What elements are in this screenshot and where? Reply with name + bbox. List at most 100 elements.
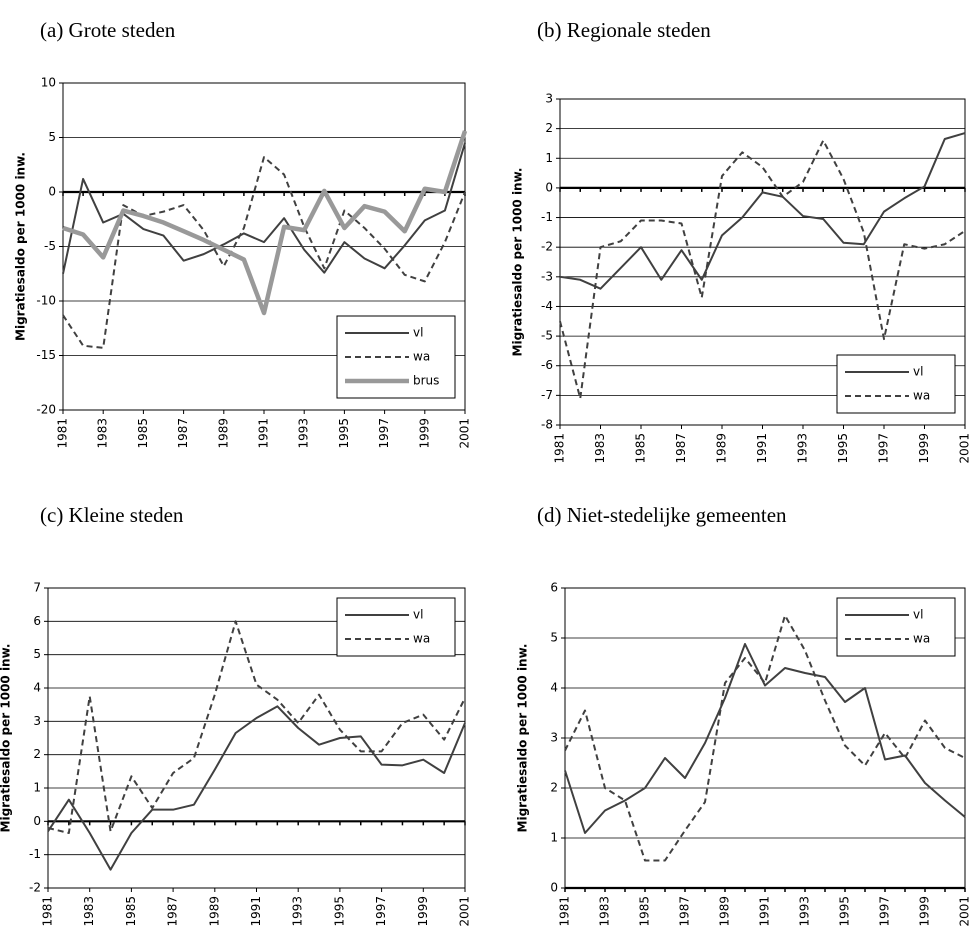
y-axis-label: Migratiesaldo per 1000 inw. [511, 168, 525, 357]
y-tick-label: -10 [36, 294, 56, 308]
x-tick-label: 1987 [176, 418, 190, 449]
x-tick-label: 1981 [41, 896, 55, 927]
legend-box [836, 597, 956, 657]
x-tick-label: 1981 [558, 896, 572, 927]
y-tick-label: 6 [33, 614, 41, 628]
y-tick-label: -8 [541, 418, 553, 432]
y-tick-label: 6 [550, 581, 558, 595]
y-tick-label: 4 [33, 681, 41, 695]
x-tick-label: 1987 [166, 896, 180, 927]
y-tick-label: 5 [33, 647, 41, 661]
series-line [62, 156, 466, 349]
y-tick-label: 2 [550, 781, 558, 795]
legend-label: brus [413, 374, 439, 388]
y-tick-label: -2 [541, 240, 553, 254]
legend-label: wa [913, 632, 930, 646]
y-tick-label: 4 [550, 681, 558, 695]
y-tick-label: -4 [541, 299, 553, 313]
panel-title: (c) Kleine steden [40, 503, 184, 527]
x-tick-label: 1983 [593, 433, 607, 464]
legend-label: vl [913, 365, 923, 379]
x-tick-label: 1995 [838, 896, 852, 927]
legend-label: vl [413, 608, 423, 622]
y-tick-label: 1 [33, 781, 41, 795]
y-tick-label: -7 [541, 388, 553, 402]
y-tick-label: -5 [44, 239, 56, 253]
panel-title: (d) Niet-stedelijke gemeenten [537, 503, 787, 527]
series-line [559, 132, 966, 290]
y-tick-label: 1 [550, 831, 558, 845]
series-line [47, 620, 466, 834]
x-tick-label: 1993 [297, 418, 311, 449]
y-axis-label: Migratiesaldo per 1000 inw. [14, 152, 28, 341]
x-tick-label: 1985 [124, 896, 138, 927]
y-tick-label: 0 [48, 185, 56, 199]
x-tick-label: 1993 [796, 433, 810, 464]
y-tick-label: -15 [36, 348, 56, 362]
series-line [47, 705, 466, 871]
x-tick-label: 1999 [416, 896, 430, 927]
y-tick-label: 3 [545, 92, 553, 106]
y-tick-label: -3 [541, 269, 553, 283]
y-tick-label: 7 [33, 581, 41, 595]
legend-label: wa [413, 632, 430, 646]
x-tick-label: 1999 [417, 418, 431, 449]
x-tick-label: 1991 [257, 418, 271, 449]
x-tick-label: 1995 [332, 896, 346, 927]
x-tick-label: 1997 [878, 896, 892, 927]
series-line [559, 139, 966, 400]
y-axis-label: Migratiesaldo per 1000 inw. [516, 644, 530, 833]
series-line [62, 142, 466, 274]
y-tick-label: 0 [550, 881, 558, 895]
y-tick-label: 5 [550, 631, 558, 645]
x-tick-label: 1983 [82, 896, 96, 927]
x-tick-label: 1997 [377, 418, 391, 449]
x-tick-label: 2001 [458, 418, 472, 449]
y-tick-label: 1 [545, 151, 553, 165]
legend-label: vl [413, 326, 423, 340]
y-tick-label: 3 [550, 731, 558, 745]
x-tick-label: 1989 [718, 896, 732, 927]
y-tick-label: -6 [541, 358, 553, 372]
y-tick-label: -5 [541, 329, 553, 343]
x-tick-label: 1985 [638, 896, 652, 927]
y-tick-label: 2 [33, 747, 41, 761]
y-tick-label: 0 [33, 814, 41, 828]
y-tick-label: 3 [33, 714, 41, 728]
series-line [62, 130, 468, 316]
legend-label: wa [913, 389, 930, 403]
x-tick-label: 1989 [207, 896, 221, 927]
x-tick-label: 1991 [758, 896, 772, 927]
x-tick-label: 1999 [917, 433, 931, 464]
x-tick-label: 2001 [958, 896, 971, 927]
y-tick-label: -1 [541, 210, 553, 224]
panel-title: (b) Regionale steden [537, 18, 711, 42]
x-tick-label: 1985 [634, 433, 648, 464]
x-tick-label: 1993 [798, 896, 812, 927]
y-tick-label: -20 [36, 403, 56, 417]
legend-label: vl [913, 608, 923, 622]
x-tick-label: 1981 [56, 418, 70, 449]
panel-title: (a) Grote steden [40, 18, 176, 42]
x-tick-label: 1981 [553, 433, 567, 464]
x-tick-label: 1987 [678, 896, 692, 927]
x-tick-label: 1985 [136, 418, 150, 449]
y-tick-label: 5 [48, 130, 56, 144]
x-tick-label: 1995 [836, 433, 850, 464]
x-tick-label: 1997 [374, 896, 388, 927]
x-tick-label: 1989 [715, 433, 729, 464]
x-tick-label: 1995 [337, 418, 351, 449]
x-tick-label: 1991 [249, 896, 263, 927]
x-tick-label: 1997 [877, 433, 891, 464]
y-tick-label: -1 [29, 847, 41, 861]
x-tick-label: 1999 [918, 896, 932, 927]
series-line [564, 643, 966, 834]
y-axis-label: Migratiesaldo per 1000 inw. [0, 644, 13, 833]
x-tick-label: 1983 [96, 418, 110, 449]
x-tick-label: 1991 [755, 433, 769, 464]
x-tick-label: 2001 [458, 896, 472, 927]
y-tick-label: 10 [41, 76, 56, 90]
x-tick-label: 1987 [674, 433, 688, 464]
legend-label: wa [413, 350, 430, 364]
